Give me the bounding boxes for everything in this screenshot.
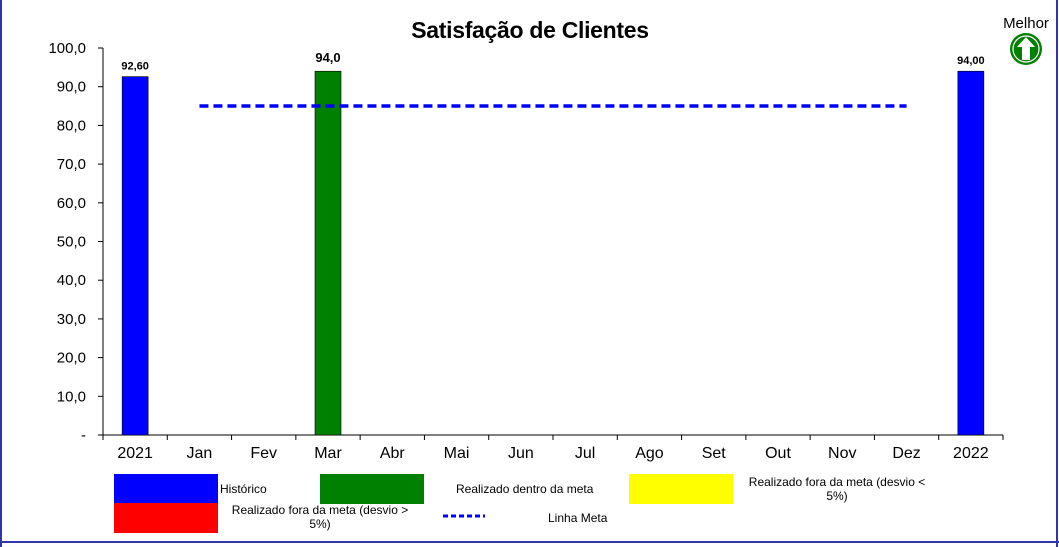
legend-swatch-historico	[114, 474, 218, 504]
bar-2021	[121, 76, 149, 436]
y-tick-label: 40,0	[57, 272, 86, 289]
frame-left-border	[0, 0, 2, 547]
legend-label-fora-meta-menor: Realizado fora da meta (desvio < 5%)	[748, 475, 926, 503]
y-tick-label: 10,0	[57, 388, 86, 405]
y-tick-label: 90,0	[57, 79, 86, 96]
x-tick-label: 2021	[117, 445, 153, 462]
chart-title: Satisfação de Clientes	[411, 17, 649, 43]
x-tick-label: Mai	[444, 445, 470, 462]
bar-value-label: 94,00	[957, 55, 985, 67]
frame-bottom-border	[0, 541, 1059, 543]
x-tick-label: Fev	[250, 445, 277, 462]
better-direction-label: Melhor	[1003, 15, 1049, 32]
frame-right-border	[1056, 0, 1058, 547]
legend-label-linha-meta: Linha Meta	[548, 511, 608, 525]
y-tick-label: 80,0	[57, 117, 86, 134]
x-tick-label: Set	[702, 445, 727, 462]
y-tick-label: 30,0	[57, 311, 86, 328]
arrow-up-icon	[1010, 33, 1042, 65]
y-tick-label: 100,0	[48, 40, 86, 57]
bar-2022	[957, 70, 985, 436]
y-tick-label: 70,0	[57, 156, 86, 173]
y-tick-label: 60,0	[57, 195, 86, 212]
legend-label-dentro-meta: Realizado dentro da meta	[456, 482, 594, 496]
bar-value-label: 94,0	[315, 50, 340, 65]
x-tick-label: Jan	[187, 445, 213, 462]
legend-swatch-fora-meta-menor	[629, 474, 733, 504]
y-tick-label: 50,0	[57, 234, 86, 251]
legend-swatch-linha-meta	[443, 514, 485, 518]
legend-swatch-dentro-meta	[320, 474, 424, 504]
legend-label-historico: Histórico	[220, 482, 267, 496]
legend-label-fora-meta-maior: Realizado fora da meta (desvio > 5%)	[231, 503, 409, 531]
x-tick-label: Abr	[380, 445, 406, 462]
x-tick-label: Jul	[575, 445, 595, 462]
x-tick-label: Nov	[828, 445, 856, 462]
legend-swatch-fora-meta-maior	[114, 503, 218, 533]
x-tick-label: Out	[765, 445, 791, 462]
x-tick-label: Dez	[892, 445, 920, 462]
bar-mar	[314, 70, 342, 436]
y-tick-label: -	[81, 427, 86, 444]
y-tick-label: 20,0	[57, 350, 86, 367]
bar-value-label: 92,60	[121, 61, 149, 73]
x-tick-label: Mar	[314, 445, 342, 462]
x-tick-label: 2022	[953, 445, 989, 462]
x-tick-label: Jun	[508, 445, 534, 462]
x-tick-label: Ago	[635, 445, 664, 462]
